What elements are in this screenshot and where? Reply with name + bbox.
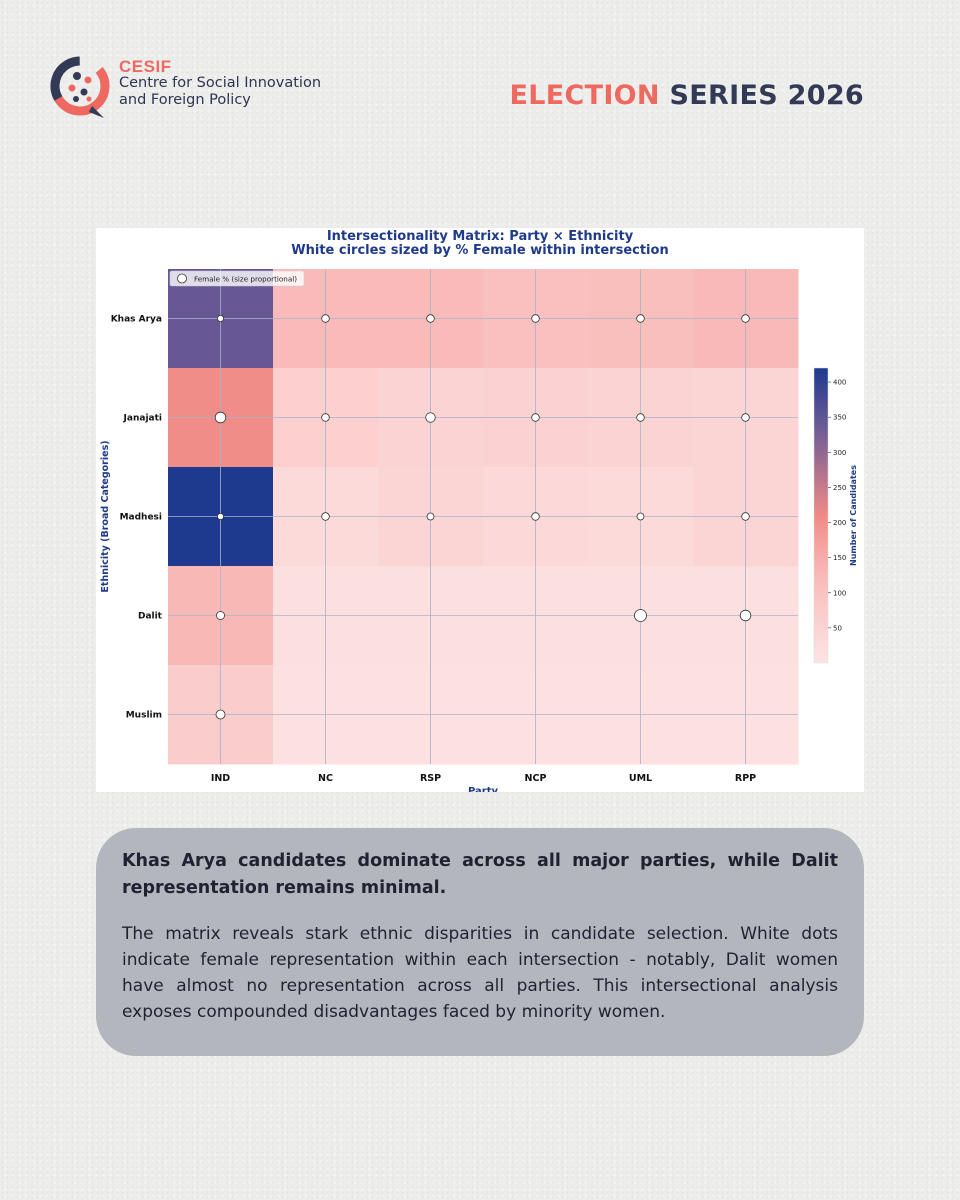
female-pct-marker <box>531 413 540 422</box>
female-pct-marker <box>426 512 435 521</box>
colorbar-tick-label: 200 <box>833 519 846 527</box>
colorbar-tick-label: 250 <box>833 484 846 492</box>
x-axis-title: Party <box>468 786 499 792</box>
x-tick-label: IND <box>211 773 230 784</box>
colorbar-tick-label: 150 <box>833 554 846 562</box>
female-pct-marker <box>636 413 645 422</box>
series-title-accent: ELECTION <box>509 80 660 111</box>
female-pct-marker <box>634 609 647 622</box>
org-name-block: CESIF Centre for Social Innovation and F… <box>119 58 321 109</box>
summary-headline: Khas Arya candidates dominate across all… <box>122 851 838 898</box>
y-tick-label: Muslim <box>126 711 162 721</box>
series-title-rest: SERIES 2026 <box>669 80 864 111</box>
colorbar-tick-label: 350 <box>833 414 846 422</box>
colorbar-tick-label: 50 <box>833 624 842 632</box>
colorbar-tick-label: 100 <box>833 589 846 597</box>
y-tick-label: Khas Arya <box>111 315 162 325</box>
female-pct-marker <box>321 512 330 521</box>
colorbar-tick-label: 300 <box>833 449 846 457</box>
chart-title: Intersectionality Matrix: Party × Ethnic… <box>327 229 634 244</box>
heatmap-chart: Intersectionality Matrix: Party × Ethnic… <box>100 229 858 792</box>
female-pct-marker <box>425 412 436 423</box>
female-pct-marker <box>531 512 540 521</box>
colorbar-title: Number of Candidates <box>849 465 858 566</box>
x-tick-label: NC <box>318 773 333 784</box>
y-tick-label: Madhesi <box>120 513 162 523</box>
female-pct-marker <box>741 413 750 422</box>
legend-label: Female % (size proportional) <box>194 275 297 284</box>
female-pct-marker <box>321 314 330 323</box>
female-pct-marker <box>636 314 645 323</box>
y-axis-title: Ethnicity (Broad Categories) <box>100 440 111 592</box>
y-tick-label: Janajati <box>123 414 162 424</box>
org-abbreviation: CESIF <box>119 57 172 76</box>
female-pct-marker <box>739 609 752 622</box>
x-tick-label: UML <box>629 773 652 784</box>
colorbar <box>813 367 829 664</box>
series-title: ELECTION SERIES 2026 <box>510 80 865 111</box>
female-pct-marker <box>636 512 645 521</box>
female-pct-marker <box>216 512 225 521</box>
female-pct-marker <box>741 314 750 323</box>
org-name-line1: Centre for Social Innovation <box>119 75 322 91</box>
female-pct-marker <box>216 611 225 620</box>
cesif-logo-icon <box>50 56 110 118</box>
x-tick-label: RSP <box>420 773 441 784</box>
female-pct-marker <box>214 411 227 424</box>
legend-box <box>169 270 305 287</box>
female-pct-marker <box>741 512 750 521</box>
female-pct-marker <box>531 314 540 323</box>
chart-card: Intersectionality Matrix: Party × Ethnic… <box>96 228 864 792</box>
summary-panel: Khas Arya candidates dominate across all… <box>96 828 864 1056</box>
female-pct-marker <box>215 709 226 720</box>
x-tick-label: RPP <box>735 773 756 784</box>
org-name-line2: and Foreign Policy <box>119 92 251 108</box>
female-pct-marker <box>426 314 435 323</box>
summary-body: The matrix reveals stark ethnic disparit… <box>122 924 838 1022</box>
x-tick-label: NCP <box>525 773 547 784</box>
legend-marker <box>177 273 187 284</box>
y-tick-label: Dalit <box>138 612 163 622</box>
female-pct-marker <box>216 314 225 323</box>
female-pct-marker <box>321 413 330 422</box>
chart-subtitle: White circles sized by % Female within i… <box>291 243 668 258</box>
colorbar-tick-label: 400 <box>833 379 846 387</box>
